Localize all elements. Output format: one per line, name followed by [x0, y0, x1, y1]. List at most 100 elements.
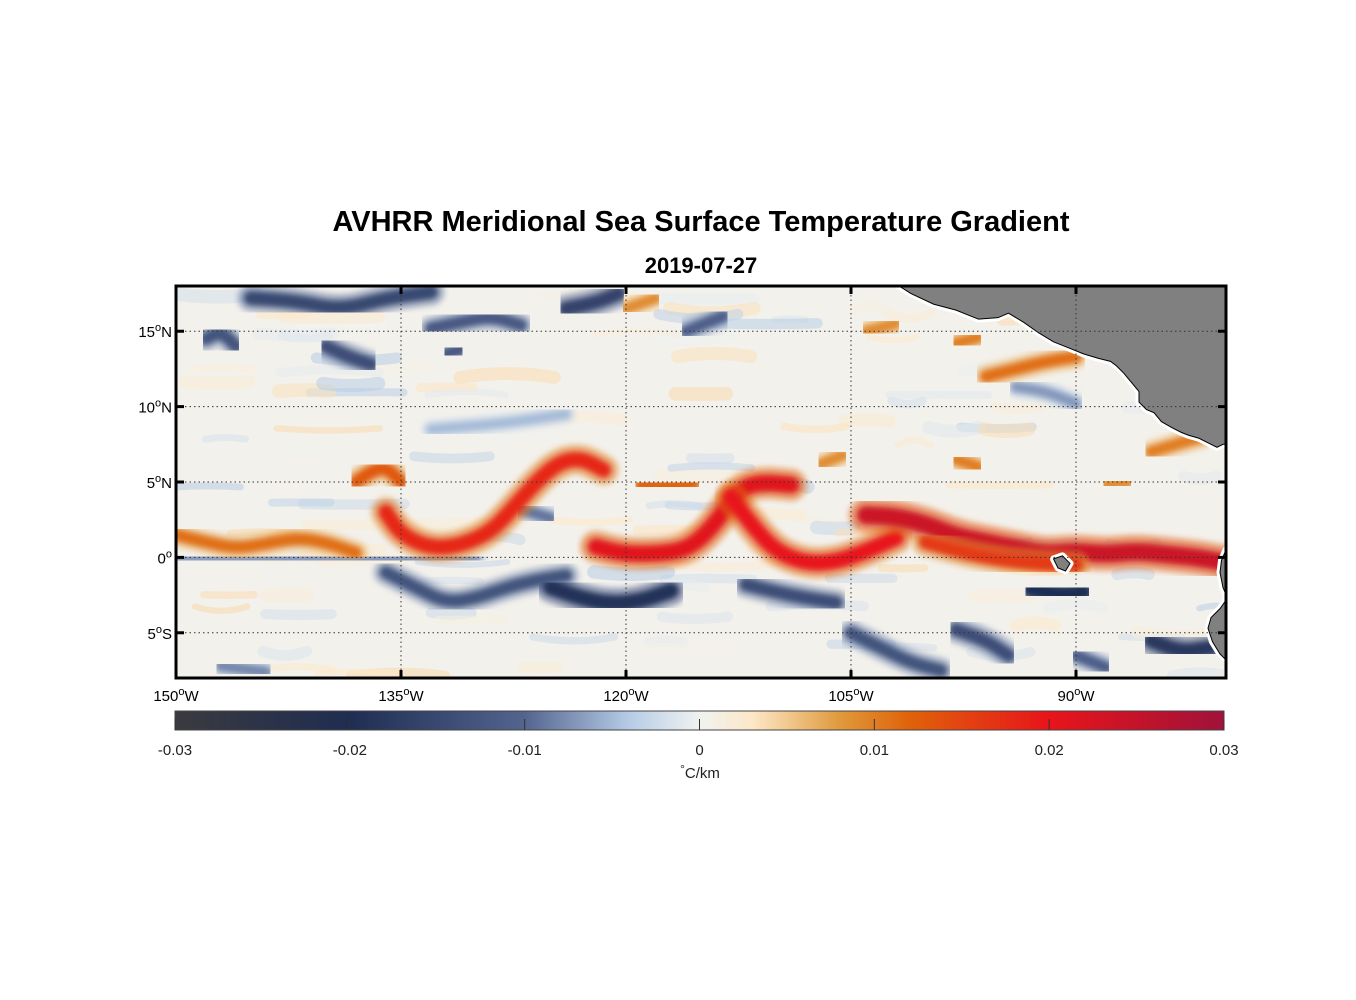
- negative-front: [1022, 580, 1092, 603]
- texture-streak: [1127, 466, 1184, 478]
- texture-streak: [273, 425, 384, 434]
- texture-streak: [1111, 566, 1155, 581]
- degree-symbol: °: [680, 762, 685, 776]
- texture-streak: [589, 327, 680, 339]
- positive-front: [349, 461, 408, 489]
- positive-front: [918, 534, 1084, 573]
- texture-streak: [883, 608, 935, 617]
- negative-front: [1143, 632, 1219, 659]
- texture-streak: [922, 420, 986, 438]
- positive-front: [587, 474, 800, 563]
- texture-streak: [893, 436, 934, 449]
- lon-tick-label: 120oW: [603, 686, 649, 705]
- texture-streak: [667, 462, 756, 472]
- texture-streak: [1177, 470, 1222, 485]
- positive-front: [949, 331, 985, 350]
- texture-streak: [257, 645, 313, 661]
- negative-front: [425, 409, 572, 435]
- texture-streak: [990, 401, 1046, 415]
- texture-streak: [977, 422, 1036, 439]
- texture-streak: [409, 451, 495, 464]
- lon-tick-label: 150oW: [153, 686, 199, 705]
- texture-streak: [272, 383, 337, 399]
- texture-streak: [685, 453, 735, 464]
- texture-streak: [424, 388, 509, 399]
- lat-tick-label: 10oN: [138, 398, 172, 417]
- negative-front: [844, 626, 948, 678]
- negative-front: [739, 577, 843, 610]
- positive-front: [176, 528, 363, 560]
- texture-streak: [671, 346, 758, 364]
- texture-streak: [846, 301, 894, 316]
- texture-streak: [546, 516, 634, 526]
- negative-front: [439, 342, 468, 361]
- texture-streak: [425, 607, 477, 620]
- texture-streak: [1009, 616, 1062, 632]
- colorbar-ticks: -0.03 -0.02 -0.01 0 0.01 0.02 0.03: [158, 719, 1239, 759]
- lon-tick-label: 105oW: [828, 686, 874, 705]
- galapagos-land: [1052, 555, 1071, 572]
- texture-streak: [178, 374, 256, 390]
- texture-streak: [191, 603, 251, 614]
- colorbar-tick-label: -0.01: [508, 742, 542, 759]
- texture-streak: [780, 422, 851, 434]
- negative-front: [379, 565, 573, 608]
- texture-streak: [270, 441, 336, 457]
- positive-front: [634, 476, 701, 493]
- unit-text: C/km: [685, 765, 720, 782]
- texture-streak: [260, 609, 337, 620]
- negative-front: [215, 660, 272, 678]
- texture-streak: [1166, 667, 1226, 678]
- texture-streak: [633, 642, 746, 653]
- lon-tick-label: 135oW: [378, 686, 424, 705]
- texture-streak: [201, 434, 250, 443]
- negative-front: [243, 286, 439, 315]
- map-plot-area: 15oN 10oN 5oN 0o 5oS 150oW 135oW 120oW 105oW 90o…: [138, 284, 1228, 705]
- longitude-tick-labels: 150oW 135oW 120oW 105oW 90oW: [153, 686, 1095, 705]
- texture-streak: [477, 431, 555, 441]
- texture-streak: [259, 587, 314, 603]
- colorbar-tick-label: 0.02: [1035, 742, 1064, 759]
- texture-streak: [200, 590, 258, 599]
- texture-streak: [529, 633, 619, 645]
- lon-tick-label: 90oW: [1058, 686, 1096, 705]
- texture-streak: [643, 635, 689, 649]
- positive-front: [1100, 476, 1135, 491]
- texture-streak: [176, 482, 244, 491]
- negative-front: [543, 579, 679, 612]
- colorbar: -0.03 -0.02 -0.01 0 0.01 0.02 0.03 °C/km: [158, 710, 1239, 782]
- texture-streak: [809, 520, 860, 536]
- lat-tick-label: 5oN: [147, 473, 172, 492]
- lat-tick-label: 5oS: [148, 624, 172, 643]
- lat-tick-label: 0o: [158, 548, 172, 567]
- positive-front: [815, 448, 850, 470]
- latitude-tick-labels: 15oN 10oN 5oN 0o 5oS: [138, 322, 172, 643]
- colorbar-tick-label: 0.01: [860, 742, 889, 759]
- texture-streak: [690, 653, 751, 666]
- texture-streak: [415, 382, 478, 393]
- positive-front: [949, 453, 985, 474]
- texture-streak: [316, 376, 386, 392]
- axis-ticks: [174, 286, 1226, 678]
- texture-streak: [838, 412, 896, 428]
- positive-front: [860, 317, 902, 338]
- map-title: AVHRR Meridional Sea Surface Temperature…: [332, 206, 1070, 238]
- texture-streak: [587, 565, 676, 582]
- negative-front: [424, 311, 528, 335]
- negative-front: [679, 309, 730, 338]
- negative-front: [199, 327, 243, 354]
- map-subtitle: 2019-07-27: [644, 253, 758, 278]
- colorbar-tick-label: 0.03: [1209, 742, 1238, 759]
- texture-streak: [453, 367, 561, 384]
- texture-streak: [887, 396, 927, 409]
- texture-streak: [313, 668, 406, 677]
- lat-tick-label: 15oN: [138, 322, 172, 341]
- positive-front: [979, 350, 1083, 383]
- colorbar-unit-label: °C/km: [680, 762, 720, 782]
- colorbar-tick-label: -0.02: [333, 742, 367, 759]
- positive-front: [1144, 430, 1210, 458]
- colorbar-tick-label: -0.03: [158, 742, 192, 759]
- texture-streak: [945, 481, 1055, 490]
- negative-front: [319, 339, 378, 372]
- texture-streak: [190, 364, 260, 374]
